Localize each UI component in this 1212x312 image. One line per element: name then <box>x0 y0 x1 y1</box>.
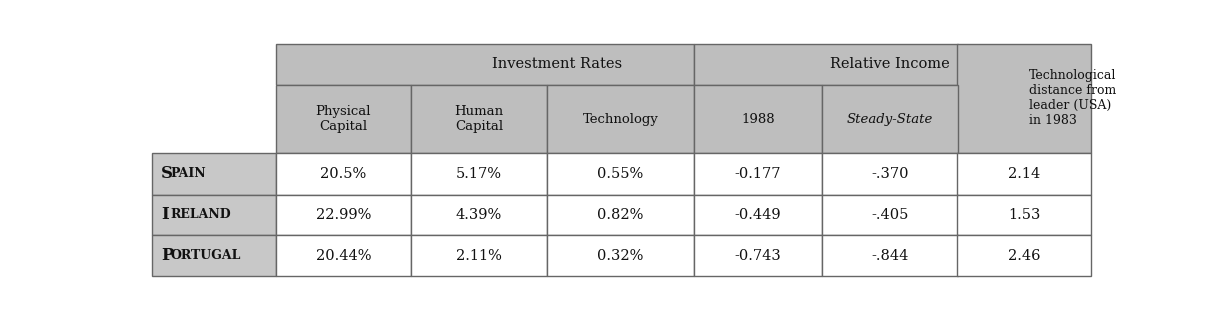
Bar <box>822 85 957 153</box>
Bar <box>152 194 275 235</box>
Text: Technological
distance from
leader (USA)
in 1983: Technological distance from leader (USA)… <box>1029 69 1116 127</box>
Text: -.370: -.370 <box>871 167 909 181</box>
Text: Technology: Technology <box>583 113 658 125</box>
Bar <box>957 153 1091 194</box>
Text: 2.11%: 2.11% <box>456 249 502 263</box>
Text: -0.449: -0.449 <box>734 208 782 222</box>
Bar <box>694 153 822 194</box>
Text: Steady-State: Steady-State <box>846 113 933 125</box>
Text: Relative Income: Relative Income <box>830 57 950 71</box>
Text: 4.39%: 4.39% <box>456 208 502 222</box>
Text: ORTUGAL: ORTUGAL <box>170 249 241 262</box>
Text: -.844: -.844 <box>871 249 908 263</box>
Text: -0.177: -0.177 <box>734 167 782 181</box>
Bar <box>547 85 694 153</box>
Text: 22.99%: 22.99% <box>315 208 371 222</box>
Text: S: S <box>161 165 173 182</box>
Text: 2.46: 2.46 <box>1008 249 1040 263</box>
Text: 20.44%: 20.44% <box>315 249 371 263</box>
Text: 1.53: 1.53 <box>1008 208 1040 222</box>
Bar <box>694 85 822 153</box>
Text: RELAND: RELAND <box>170 208 231 222</box>
Text: I: I <box>161 207 168 223</box>
Text: Investment Rates: Investment Rates <box>492 57 623 71</box>
Bar <box>957 44 1091 153</box>
Bar <box>152 85 275 153</box>
Bar <box>275 153 411 194</box>
Bar <box>275 44 694 85</box>
Bar <box>411 85 547 153</box>
Text: 2.14: 2.14 <box>1008 167 1040 181</box>
Bar <box>822 194 957 235</box>
Text: 0.82%: 0.82% <box>598 208 644 222</box>
Text: -.405: -.405 <box>871 208 908 222</box>
Text: 0.32%: 0.32% <box>598 249 644 263</box>
Text: Human
Capital: Human Capital <box>454 105 503 133</box>
Bar <box>694 235 822 276</box>
Text: 1988: 1988 <box>741 113 774 125</box>
Text: 0.55%: 0.55% <box>598 167 644 181</box>
Bar <box>275 194 411 235</box>
Bar <box>152 153 275 194</box>
Bar <box>694 194 822 235</box>
Bar <box>411 153 547 194</box>
Bar <box>275 235 411 276</box>
Bar <box>957 235 1091 276</box>
Text: 20.5%: 20.5% <box>320 167 366 181</box>
Text: Physical
Capital: Physical Capital <box>315 105 371 133</box>
Bar <box>822 153 957 194</box>
Text: -0.743: -0.743 <box>734 249 782 263</box>
Bar <box>152 44 275 85</box>
Bar <box>547 194 694 235</box>
Text: PAIN: PAIN <box>170 167 206 180</box>
Bar <box>547 153 694 194</box>
Bar <box>411 194 547 235</box>
Text: P: P <box>161 247 173 264</box>
Bar <box>152 235 275 276</box>
Text: 5.17%: 5.17% <box>456 167 502 181</box>
Bar <box>547 235 694 276</box>
Bar <box>694 44 957 85</box>
Bar <box>957 194 1091 235</box>
Bar <box>411 235 547 276</box>
Bar <box>275 85 411 153</box>
Bar <box>822 235 957 276</box>
